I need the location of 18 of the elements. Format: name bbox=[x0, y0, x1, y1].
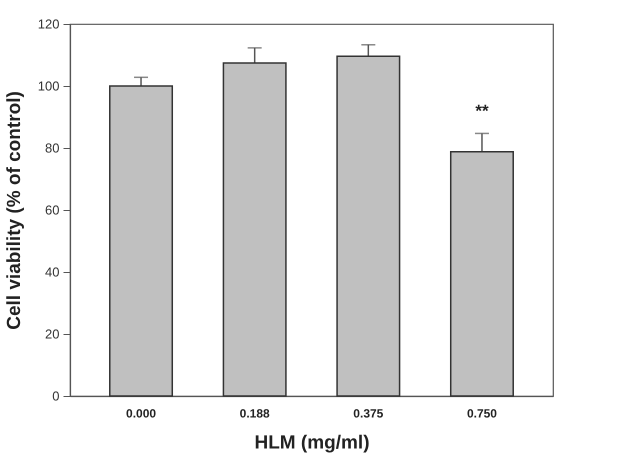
x-tick-label: 0.188 bbox=[240, 406, 270, 420]
x-tick-label: 0.000 bbox=[126, 406, 156, 420]
x-tick-label: 0.750 bbox=[466, 406, 498, 420]
bar bbox=[450, 150, 514, 397]
bar bbox=[336, 55, 400, 397]
y-tick-label: 80 bbox=[45, 140, 60, 156]
annotation: ** bbox=[475, 101, 489, 120]
bar bbox=[109, 85, 174, 397]
y-tick-label: 20 bbox=[45, 326, 60, 342]
y-tick-label: 120 bbox=[38, 16, 60, 32]
bar bbox=[222, 62, 287, 397]
y-tick-label: 40 bbox=[45, 264, 60, 280]
x-tick-label: 0.375 bbox=[353, 406, 384, 420]
y-tick-label: 100 bbox=[38, 78, 60, 94]
y-tick-label: 0 bbox=[52, 388, 60, 404]
y-axis-title: Cell viability (% of control) bbox=[4, 91, 25, 330]
y-tick-label: 60 bbox=[45, 202, 60, 218]
x-axis-title: HLM (mg/ml) bbox=[254, 432, 370, 454]
